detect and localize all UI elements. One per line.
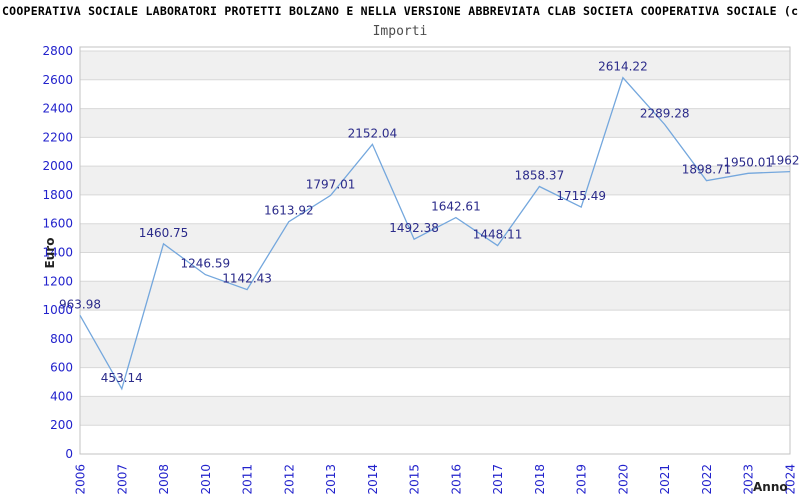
plot-band (80, 281, 790, 311)
y-tick-label: 1000 (42, 303, 73, 317)
y-tick-label: 1800 (42, 188, 73, 202)
x-tick-label: 2022 (700, 464, 714, 495)
x-tick-label: 2020 (616, 464, 630, 495)
y-tick-label: 600 (50, 361, 73, 375)
y-tick-label: 2800 (42, 44, 73, 58)
point-label: 1962.2 (769, 154, 800, 168)
x-tick-label: 2006 (74, 464, 88, 495)
point-label: 1142.43 (222, 272, 272, 286)
point-label: 1460.75 (139, 226, 189, 240)
y-tick-label: 2600 (42, 73, 73, 87)
point-label: 2614.22 (598, 60, 648, 74)
point-label: 1246.59 (180, 257, 230, 271)
point-label: 2289.28 (640, 107, 690, 121)
y-tick-label: 2400 (42, 102, 73, 116)
plot-band (80, 338, 790, 368)
x-tick-label: 2018 (533, 464, 547, 495)
x-tick-label: 2007 (115, 464, 129, 495)
x-axis-title: Anno (753, 480, 788, 494)
x-tick-label: 2023 (742, 464, 756, 495)
y-tick-label: 1600 (42, 217, 73, 231)
x-tick-label: 2012 (282, 464, 296, 495)
page-title: COOPERATIVA SOCIALE LABORATORI PROTETTI … (2, 4, 800, 18)
plot-band (80, 51, 790, 80)
x-tick-label: 2008 (157, 464, 171, 495)
y-tick-label: 800 (50, 332, 73, 346)
point-label: 1858.37 (515, 169, 565, 183)
y-tick-label: 1400 (42, 246, 73, 260)
y-tick-label: 1200 (42, 274, 73, 288)
y-tick-label: 200 (50, 418, 73, 432)
plot-band (80, 166, 790, 195)
point-label: 1613.92 (264, 204, 314, 218)
x-tick-label: 2013 (324, 464, 338, 495)
x-tick-label: 2015 (408, 464, 422, 495)
y-tick-label: 2200 (42, 130, 73, 144)
plot-border (79, 46, 791, 455)
y-tick-label: 400 (50, 389, 73, 403)
x-tick-label: 2014 (366, 464, 380, 495)
point-label: 1898.71 (682, 163, 732, 177)
data-line (79, 76, 791, 391)
x-tick-label: 2010 (199, 464, 213, 495)
x-tick-label: 2024 (784, 464, 798, 495)
x-tick-label: 2011 (241, 464, 255, 495)
point-label: 1797.01 (306, 177, 356, 191)
point-label: 1950.01 (723, 155, 773, 169)
point-label: 2152.04 (348, 126, 398, 140)
y-tick-label: 2000 (42, 159, 73, 173)
point-label: 1448.11 (473, 228, 523, 242)
point-label: 963.98 (59, 297, 101, 311)
plot-band (80, 396, 790, 426)
x-tick-label: 2017 (491, 464, 505, 495)
y-tick-label: 0 (65, 447, 73, 461)
y-axis-title: Euro (43, 237, 57, 269)
plot-band (80, 108, 790, 138)
point-label: 1715.49 (556, 189, 606, 203)
chart-title: Importi (372, 24, 428, 39)
x-tick-label: 2019 (575, 464, 589, 495)
point-label: 1642.61 (431, 200, 481, 214)
point-label: 453.14 (101, 371, 143, 385)
x-tick-label: 2016 (449, 464, 463, 495)
point-label: 1492.38 (389, 221, 439, 235)
x-tick-label: 2021 (658, 464, 672, 495)
